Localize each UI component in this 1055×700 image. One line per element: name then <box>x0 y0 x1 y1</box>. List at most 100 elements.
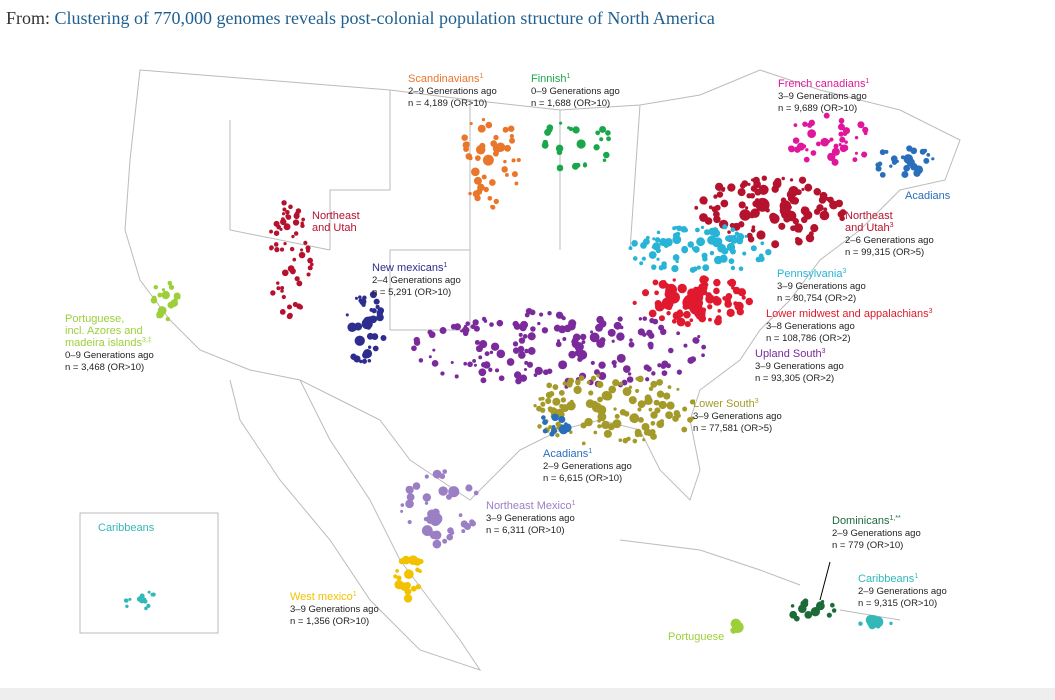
dot <box>629 338 633 342</box>
dot <box>598 372 607 380</box>
dot <box>274 247 280 253</box>
dot <box>628 341 635 348</box>
dot <box>567 322 576 331</box>
dot <box>405 499 414 509</box>
dot <box>760 241 765 246</box>
dot <box>800 206 810 216</box>
cluster-line: and Utah <box>845 222 890 234</box>
dot <box>831 147 840 156</box>
dot <box>926 152 931 157</box>
dot <box>613 323 618 328</box>
dot <box>791 196 800 205</box>
dot <box>672 278 676 282</box>
dot <box>664 238 673 247</box>
dot <box>707 235 717 245</box>
cluster-sup: 3 <box>755 398 759 405</box>
dot <box>144 606 148 611</box>
cluster-sup: 1 <box>572 500 576 507</box>
dot <box>485 121 493 129</box>
cluster-name: French canadians <box>778 78 866 90</box>
dot <box>736 223 740 227</box>
dot <box>857 121 865 129</box>
dot <box>923 157 930 164</box>
dot <box>650 420 656 426</box>
dot <box>512 347 520 354</box>
dot <box>838 117 845 124</box>
cluster-name: Caribbeans <box>858 573 915 585</box>
dot <box>283 241 287 246</box>
cluster-line: n = 1,688 (OR>10) <box>531 98 610 109</box>
dot <box>605 130 611 136</box>
dot <box>551 424 556 429</box>
dot <box>478 368 487 377</box>
dot <box>380 335 387 342</box>
dot <box>427 329 433 335</box>
dot <box>367 358 372 363</box>
dot <box>715 240 723 247</box>
dot <box>852 157 858 163</box>
dot <box>439 327 447 334</box>
dot <box>482 154 494 166</box>
dot <box>696 237 706 247</box>
dot <box>691 416 695 420</box>
dot <box>652 279 659 286</box>
dot <box>622 365 631 373</box>
cluster-name: Lower South <box>693 398 755 410</box>
cluster-sup: 3 <box>890 222 894 229</box>
dot <box>479 339 488 349</box>
article-link[interactable]: Clustering of 770,000 genomes reveals po… <box>54 8 715 28</box>
dot <box>655 247 661 254</box>
cluster-line: n = 5,291 (OR>10) <box>372 287 451 298</box>
dot <box>518 351 526 359</box>
dot <box>719 254 728 263</box>
dot <box>717 309 722 313</box>
dot <box>638 317 643 321</box>
dot <box>463 361 468 366</box>
dot <box>656 390 665 398</box>
dot <box>804 183 813 192</box>
dot <box>540 396 545 401</box>
dot <box>454 374 459 379</box>
dot <box>728 258 735 265</box>
cluster-name: Lower midwest and appalachians <box>766 308 929 320</box>
dot <box>639 261 644 266</box>
cluster-name: Scandinavians <box>408 73 480 85</box>
cluster-line: 3–9 Generations ago <box>777 281 866 292</box>
dot <box>596 339 605 348</box>
dot <box>520 320 529 329</box>
dot <box>173 292 181 300</box>
dot <box>802 598 809 605</box>
dot <box>598 361 606 369</box>
dot <box>696 265 701 270</box>
dot <box>730 618 742 629</box>
dot <box>643 429 651 436</box>
dot <box>827 196 834 204</box>
dot <box>354 335 365 346</box>
dot <box>546 382 553 389</box>
dot <box>755 256 762 263</box>
dot <box>715 299 722 305</box>
dot <box>484 351 490 357</box>
dot <box>303 240 308 245</box>
dot <box>539 312 544 317</box>
dot <box>597 412 607 422</box>
cluster-name: Northeast <box>845 210 893 222</box>
cluster-line: n = 6,311 (OR>10) <box>486 525 565 536</box>
dot <box>470 324 476 330</box>
dot <box>281 217 285 222</box>
dot <box>280 289 284 293</box>
dot <box>518 332 523 337</box>
dot <box>738 266 744 272</box>
dot <box>589 332 600 343</box>
dot <box>788 186 799 197</box>
dot <box>579 333 587 341</box>
cluster-line: 0–9 Generations ago <box>65 350 154 361</box>
cluster-label: Lower South3 3–9 Generations ago n = 77,58… <box>693 398 782 434</box>
dot <box>152 295 157 301</box>
dot <box>504 144 512 152</box>
dot <box>641 256 646 261</box>
dot <box>637 400 646 409</box>
dot <box>465 321 470 326</box>
dot <box>376 313 384 322</box>
cluster-line: 3–9 Generations ago <box>290 604 379 615</box>
